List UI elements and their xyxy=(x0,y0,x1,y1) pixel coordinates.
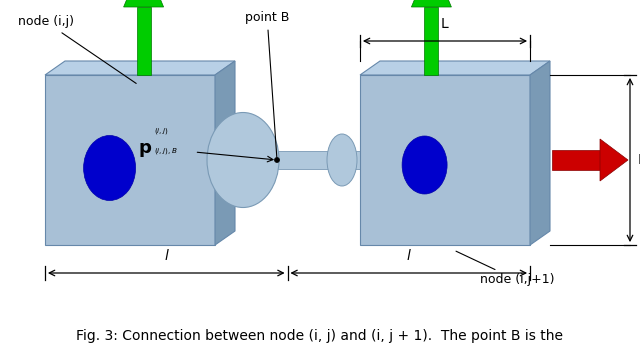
Polygon shape xyxy=(412,0,451,7)
Polygon shape xyxy=(552,150,600,170)
Ellipse shape xyxy=(84,135,136,200)
Ellipse shape xyxy=(327,134,357,186)
Polygon shape xyxy=(45,61,235,75)
Polygon shape xyxy=(136,7,150,75)
Text: node (i,j+1): node (i,j+1) xyxy=(456,251,554,286)
Polygon shape xyxy=(530,61,550,245)
Text: $^{(i,j)}$: $^{(i,j)}$ xyxy=(154,129,170,139)
Polygon shape xyxy=(215,151,360,169)
Ellipse shape xyxy=(402,136,447,194)
Ellipse shape xyxy=(207,113,279,207)
Text: L: L xyxy=(638,153,640,167)
Polygon shape xyxy=(360,61,550,75)
Text: point B: point B xyxy=(245,12,289,157)
Polygon shape xyxy=(360,75,530,245)
Polygon shape xyxy=(424,7,438,75)
Text: L: L xyxy=(441,17,449,31)
Text: node (i,j): node (i,j) xyxy=(18,15,136,84)
Text: Fig. 3: Connection between node (i, j) and (i, j + 1).  The point B is the: Fig. 3: Connection between node (i, j) a… xyxy=(77,329,563,343)
Text: $_{(i,j),B}$: $_{(i,j),B}$ xyxy=(154,146,179,158)
Text: $\mathbf{p}$: $\mathbf{p}$ xyxy=(138,141,152,159)
Ellipse shape xyxy=(275,158,280,163)
Polygon shape xyxy=(600,139,628,181)
Text: l: l xyxy=(407,249,411,263)
Polygon shape xyxy=(124,0,164,7)
Text: l: l xyxy=(164,249,168,263)
Polygon shape xyxy=(45,75,215,245)
Polygon shape xyxy=(215,61,235,245)
